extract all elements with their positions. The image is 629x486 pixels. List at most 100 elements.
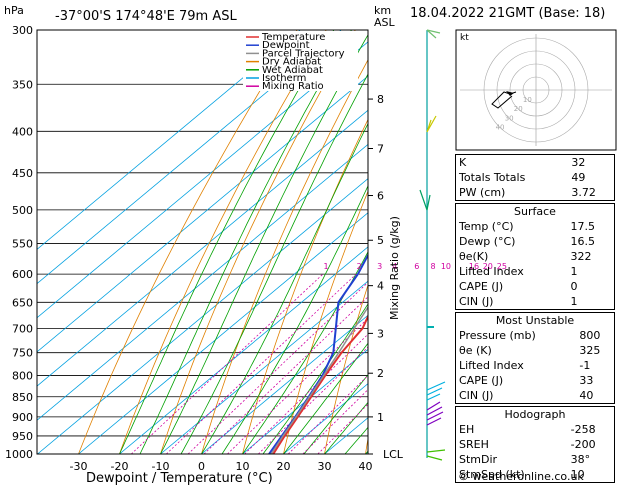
surface-title: Surface (514, 205, 556, 218)
isotherm-line (37, 178, 368, 454)
wind-barbs (419, 29, 446, 461)
wet-adiabat-line (221, 185, 368, 454)
wet-adiabat-line (262, 303, 368, 454)
mixing-ratio-line (166, 273, 357, 454)
pressure-tick-label: 600 (12, 268, 33, 281)
table-row: θe(K) 322 (459, 250, 592, 263)
pressure-tick-label: 950 (12, 430, 33, 443)
mixing-ratio-label: 1 (323, 262, 328, 271)
table-row: PW (cm) 3.72 (459, 186, 596, 199)
table-row: Dewp (°C) 16.5 (459, 235, 596, 248)
table-row: CAPE (J) 33 (459, 374, 594, 387)
table-row: CAPE (J) 0 (459, 280, 578, 293)
legend-label: Parcel Trajectory (262, 48, 345, 59)
pressure-tick-label: 850 (12, 391, 33, 404)
table-row: Totals Totals 49 (459, 171, 586, 184)
indices-panel: K 32 Totals Totals 49 PW (cm) 3.72 Surface … (455, 154, 615, 485)
pressure-tick-label: 700 (12, 322, 33, 335)
hodograph-table-box: Hodograph EH -258 SREH -200 StmDir 38° StmS… (455, 406, 615, 483)
wet-adiabat-line (160, 34, 368, 454)
km-tick-label: 1 (377, 411, 384, 424)
table-row: StmSpd (kt) 10 (459, 468, 585, 481)
dry-adiabat-line (283, 190, 368, 454)
hpa-unit-label: hPa (4, 4, 24, 17)
sounding-lines (268, 253, 368, 454)
mixing-ratio-line (187, 281, 368, 454)
table-row: θe (K) 325 (459, 344, 601, 357)
x-axis-title: Dewpoint / Temperature (°C) (86, 471, 273, 486)
table-row: CIN (J) 40 (459, 389, 594, 402)
pressure-tick-label: 450 (12, 167, 33, 180)
datetime-label: 18.04.2022 21GMT (Base: 18) (410, 6, 606, 21)
indices-box: K 32 Totals Totals 49 PW (cm) 3.72 (455, 154, 615, 201)
table-row: Temp (°C) 17.5 (459, 220, 596, 233)
x-tick-label: 30 (318, 460, 332, 473)
mixing-ratio-label: 6 (414, 262, 419, 271)
mixing-ratio-axis-title: Mixing Ratio (g/kg) (388, 216, 401, 320)
mixing-ratio-line (203, 296, 368, 454)
mixing-ratio-line (227, 317, 368, 454)
isotherm-line (242, 348, 368, 454)
pressure-tick-label: 800 (12, 369, 33, 382)
isotherm-line (119, 246, 368, 454)
dry-adiabat-line (78, 30, 298, 454)
most-unstable-title: Most Unstable (495, 314, 575, 327)
table-row: Pressure (mb) 800 (459, 329, 601, 342)
table-row: K 32 (459, 156, 586, 169)
pressure-tick-label: 1000 (5, 448, 33, 461)
wet-adiabat-line (283, 342, 368, 454)
pressure-tick-label: 400 (12, 125, 33, 138)
hodograph-unit-label: kt (460, 33, 469, 43)
pressure-tick-label: 350 (12, 78, 33, 91)
series-line-parcel-trajectory (270, 305, 368, 454)
background-lines (37, 30, 368, 454)
mixing-ratio-label: 25 (497, 262, 507, 271)
wet-adiabat-line (201, 122, 368, 454)
isotherm-line (160, 280, 368, 454)
isotherm-line (78, 212, 368, 454)
hodograph-ring-label: 30 (505, 114, 514, 122)
pressure-tick-label: 900 (12, 411, 33, 424)
legend-label: Isotherm (262, 73, 306, 84)
mixing-ratio-label: 16 (469, 262, 479, 271)
hodograph-table-title: Hodograph (504, 408, 566, 421)
isotherm-line (37, 75, 368, 353)
table-row: SREH -200 (459, 438, 596, 451)
asl-unit-label: ASL (374, 16, 396, 29)
x-tick-label: -20 (111, 460, 129, 473)
legend-label: Dewpoint (262, 40, 310, 51)
legend-background (243, 31, 358, 91)
km-tick-label: 5 (377, 234, 384, 247)
mixing-ratio-label: 4 (392, 262, 397, 271)
wet-adiabat-line (180, 73, 368, 454)
x-tick-label: 40 (359, 460, 373, 473)
km-tick-label: 6 (377, 190, 384, 203)
km-tick-label: 2 (377, 367, 384, 380)
pressure-tick-label: 300 (12, 24, 33, 37)
x-tick-label: 20 (277, 460, 291, 473)
isotherm-line (37, 30, 301, 250)
table-row: Lifted Index -1 (459, 359, 591, 372)
series-line-temperature (272, 314, 368, 454)
location-label: -37°00'S 174°48'E 79m ASL (55, 9, 237, 24)
wet-adiabat-line (119, 30, 335, 454)
mixing-ratio-line (258, 346, 368, 454)
pressure-tick-label: 500 (12, 204, 33, 217)
km-tick-label: 4 (377, 280, 384, 293)
table-row: Lifted Index 1 (459, 265, 578, 278)
pressure-tick-label: 550 (12, 237, 33, 250)
km-tick-label: 7 (377, 142, 384, 155)
x-tick-label: -10 (152, 460, 170, 473)
plot-frame (36, 29, 369, 455)
table-row: EH -258 (459, 423, 596, 436)
wet-adiabat-line (242, 251, 368, 454)
dry-adiabat-line (160, 30, 356, 454)
isotherm-line (201, 314, 368, 454)
km-tick-label: 8 (377, 93, 384, 106)
isotherm-line (37, 143, 368, 421)
dry-adiabat-line (242, 118, 368, 454)
hodograph-ring-label: 20 (514, 105, 523, 113)
